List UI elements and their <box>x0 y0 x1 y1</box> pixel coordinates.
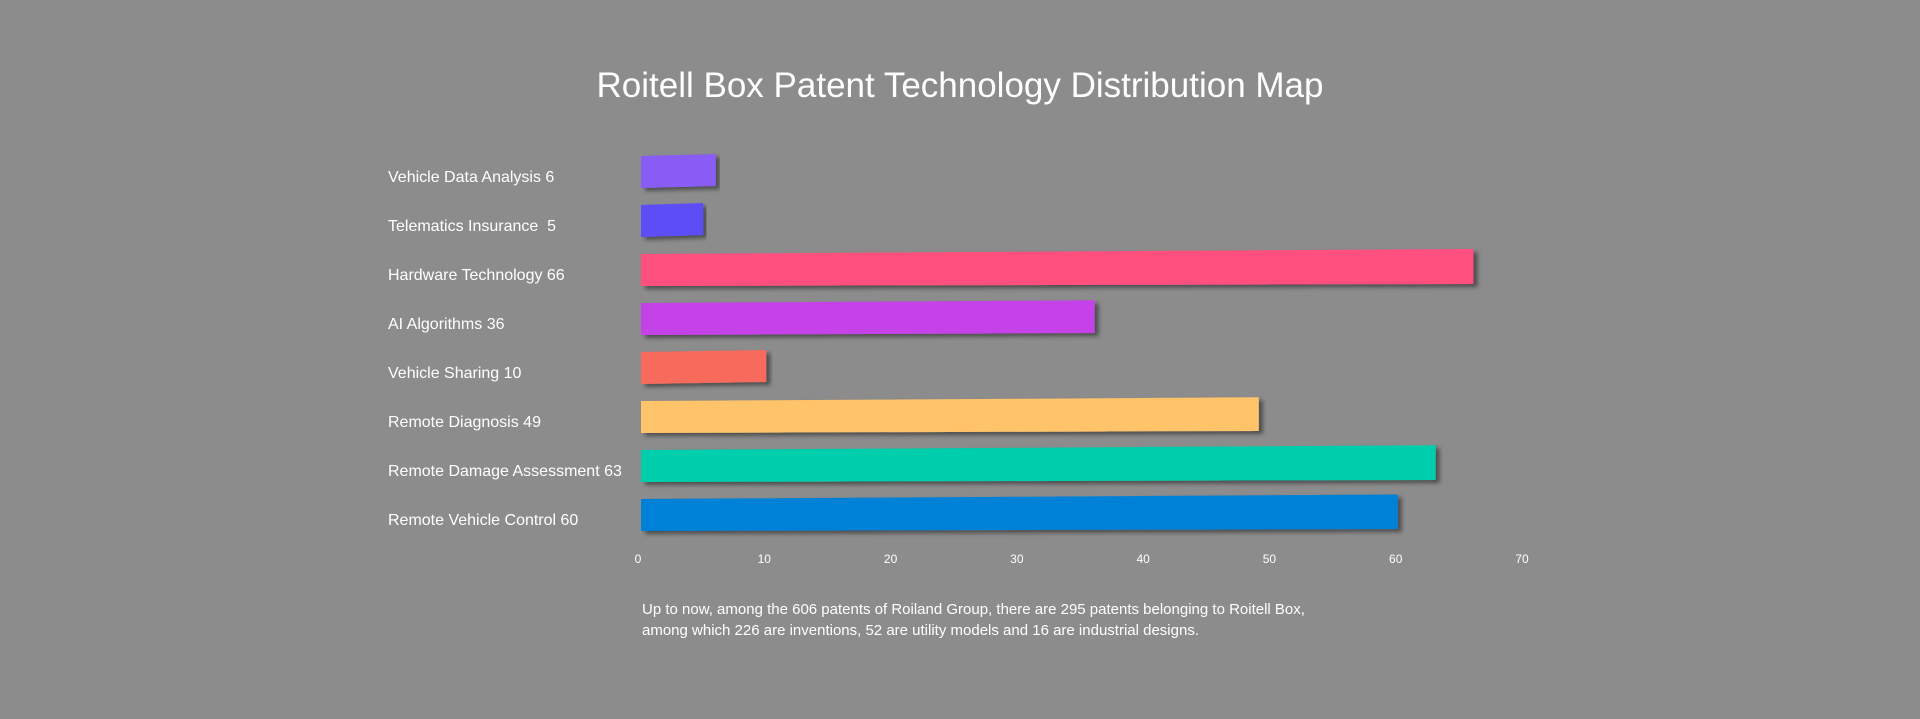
bar-remote-damage-assessment-63 <box>641 445 1436 482</box>
x-tick-label-20: 20 <box>884 552 898 566</box>
category-label-vehicle-sharing-10: Vehicle Sharing 10 <box>388 365 522 382</box>
bar-remote-vehicle-control-60 <box>641 494 1398 531</box>
footnote-line-2: among which 226 are inventions, 52 are u… <box>642 622 1199 639</box>
category-label-remote-diagnosis-49: Remote Diagnosis 49 <box>388 414 541 431</box>
footnote-line-1: Up to now, among the 606 patents of Roil… <box>642 601 1305 618</box>
x-tick-label-10: 10 <box>758 552 772 566</box>
bar-remote-diagnosis-49 <box>641 397 1259 433</box>
bar-hardware-technology-66 <box>641 249 1474 286</box>
x-tick-label-60: 60 <box>1389 552 1403 566</box>
x-tick-label-70: 70 <box>1515 552 1529 566</box>
category-label-ai-algorithms-36: AI Algorithms 36 <box>388 316 505 333</box>
bar-vehicle-data-analysis-6 <box>641 154 716 188</box>
category-label-remote-vehicle-control-60: Remote Vehicle Control 60 <box>388 512 578 529</box>
category-labels: Vehicle Data Analysis 6 Telematics Insura… <box>388 169 622 529</box>
bar-ai-algorithms-36 <box>641 300 1095 335</box>
category-label-telematics-insurance-5: Telematics Insurance 5 <box>388 218 556 235</box>
x-tick-label-50: 50 <box>1263 552 1277 566</box>
bar-telematics-insurance-5 <box>641 203 704 237</box>
category-label-remote-damage-assessment-63: Remote Damage Assessment 63 <box>388 463 622 480</box>
bar-vehicle-sharing-10 <box>641 350 767 384</box>
x-tick-label-0: 0 <box>635 552 642 566</box>
category-label-hardware-technology-66: Hardware Technology 66 <box>388 267 565 284</box>
chart-title: Roitell Box Patent Technology Distributi… <box>596 66 1324 105</box>
x-axis-ticks: 0 10 20 30 40 50 60 70 <box>635 552 1529 566</box>
category-label-vehicle-data-analysis-6: Vehicle Data Analysis 6 <box>388 169 554 186</box>
footnote: Up to now, among the 606 patents of Roil… <box>642 599 1305 641</box>
bars-layer <box>641 154 1474 531</box>
x-tick-label-40: 40 <box>1136 552 1150 566</box>
x-tick-label-30: 30 <box>1010 552 1024 566</box>
